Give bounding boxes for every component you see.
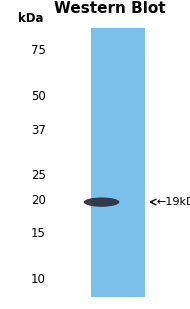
- Text: Western Blot: Western Blot: [55, 1, 166, 16]
- Text: ←19kDa: ←19kDa: [156, 197, 190, 207]
- Ellipse shape: [84, 197, 119, 207]
- Text: kDa: kDa: [17, 11, 43, 25]
- Bar: [91, 28, 145, 297]
